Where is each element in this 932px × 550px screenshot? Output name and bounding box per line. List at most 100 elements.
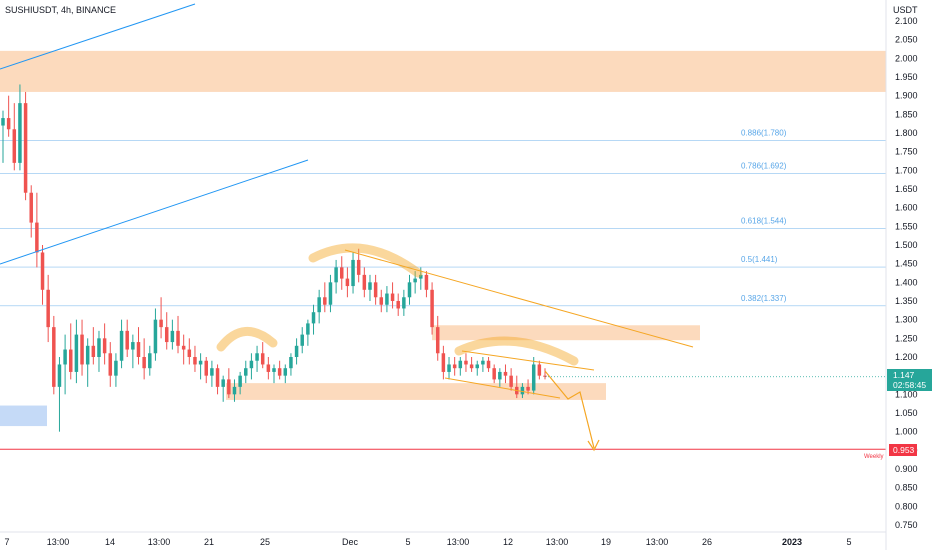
candle [424,271,429,298]
time-tick-label: 12 [503,537,513,547]
candle-body [390,293,395,301]
candle [170,319,175,350]
candle [317,289,321,324]
candle-body [181,345,186,350]
candle-body [97,338,101,357]
candle [227,368,231,399]
candle [452,357,457,376]
candle-body [125,330,129,350]
candle-body [368,282,372,290]
candle [153,308,158,361]
candle-body [210,368,214,376]
candle-body [469,364,474,369]
candle [91,327,96,365]
candle-body [193,357,197,365]
price-tick-label: 1.800 [895,128,918,138]
channel-line-upper [461,350,595,371]
fib-label-1: 0.786(1.692) [741,161,787,170]
candle-body [289,357,293,369]
price-tick-label: 1.650 [895,184,918,194]
candle-body [351,259,355,287]
candle [277,360,282,380]
candle-body [509,375,513,387]
candle-body [520,386,525,395]
candle [215,364,220,395]
candle [232,379,237,402]
candle [142,338,146,380]
candle [108,342,113,387]
candle [323,282,327,313]
candle [260,342,265,369]
candle-body [356,259,361,275]
candle-body [531,364,536,391]
candle-body [306,323,310,335]
candle [543,368,547,380]
time-tick-label: 21 [204,537,214,547]
candle [537,360,542,380]
candle [23,91,28,201]
current-price-badge: 1.147 02:58:45 [887,369,932,391]
candle-body [277,368,282,376]
support-zone [226,383,606,400]
candle-body [419,274,423,279]
candle-body [176,330,180,346]
candle-body [119,330,124,361]
candle-body [131,342,135,350]
price-tick-label: 1.250 [895,333,918,343]
time-tick-label: 7 [4,537,9,547]
weekly-price-badge: 0.953 Weekly [864,444,917,460]
candle [481,357,485,372]
time-axis[interactable]: 7 13:00 14 13:00 21 25 Dec 5 13:00 12 13:00 19 13:00… [4,537,851,547]
candle-body [35,222,39,253]
candle [441,345,446,380]
candle-body [413,278,417,283]
candle-body [503,371,508,376]
candle [12,103,17,171]
candle [1,110,5,163]
candle-body [136,342,141,357]
candle-body [198,360,203,365]
candle [447,357,451,380]
time-tick-label: 13:00 [546,537,569,547]
time-tick-label: 5 [405,537,410,547]
candle-body [311,312,316,324]
candle-body [12,129,17,163]
price-tick-label: 1.850 [895,109,918,119]
candle [351,252,355,294]
candle [255,345,259,372]
time-tick-label: 26 [702,537,712,547]
fib-label-4: 0.382(1.337) [741,294,787,303]
candle-body [249,360,254,369]
candle-body [452,364,457,369]
demand-zone-left [0,405,47,427]
time-tick-label: 13:00 [646,537,669,547]
candle-body [52,327,56,387]
weekly-price-value: 0.953 [893,445,915,455]
candle [29,185,33,238]
trendline-lower [0,159,309,265]
price-tick-label: 1.600 [895,203,918,213]
candle [407,274,412,305]
candle [334,259,338,294]
candle [221,375,225,402]
candle [458,357,463,376]
time-tick-label: 13:00 [447,537,470,547]
candle [198,353,203,380]
projection-arrow [544,370,595,449]
candle [475,360,480,376]
candle-body [238,375,242,387]
time-tick-label: 19 [601,537,611,547]
candle-body [447,364,451,372]
fib-label-0: 0.886(1.780) [741,128,787,137]
candle-body [153,319,158,354]
candle-body [317,297,321,313]
candle-body [187,349,192,357]
candle [131,334,135,369]
fib-label-2: 0.618(1.544) [741,217,787,226]
candle [35,192,39,268]
price-tick-label: 2.000 [895,53,918,63]
candle-body [260,353,265,365]
price-tick-label: 0.750 [895,520,918,530]
candle-body [18,103,22,163]
